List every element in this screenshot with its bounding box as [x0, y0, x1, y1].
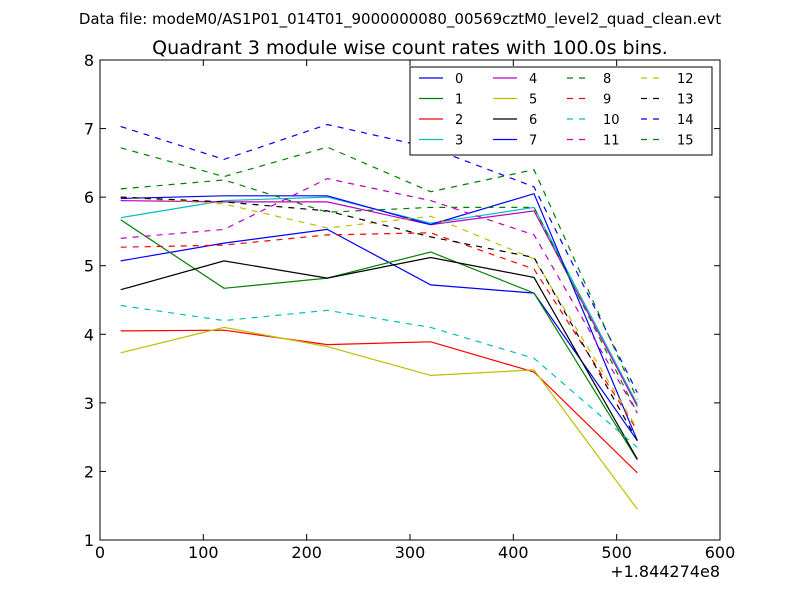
- series-line-11: [120, 177, 638, 414]
- legend-label-1: 1: [455, 93, 463, 108]
- series-line-1: [120, 219, 638, 461]
- legend-label-5: 5: [529, 93, 537, 108]
- series-line-2: [120, 329, 638, 474]
- x-tick-label: 600: [705, 543, 736, 562]
- x-tick-label: 100: [188, 543, 219, 562]
- legend-label-4: 4: [529, 72, 537, 87]
- y-tick-label: 5: [84, 257, 94, 276]
- y-tick-label: 4: [84, 325, 94, 344]
- series-line-9: [120, 232, 638, 431]
- legend-label-12: 12: [677, 72, 694, 87]
- y-tick-label: 6: [84, 188, 94, 207]
- series-line-8: [120, 179, 638, 414]
- x-tick-label: 400: [498, 543, 529, 562]
- x-tick-label: 200: [291, 543, 322, 562]
- legend-label-3: 3: [455, 134, 463, 149]
- legend-label-2: 2: [455, 113, 463, 128]
- x-tick-label: 0: [95, 543, 105, 562]
- x-tick-label: 300: [395, 543, 426, 562]
- legend-label-9: 9: [603, 93, 611, 108]
- legend-label-10: 10: [603, 113, 620, 128]
- series-layer: [120, 123, 638, 510]
- legend-label-11: 11: [603, 134, 620, 149]
- chart-suptitle: Data file: modeM0/AS1P01_014T01_90000000…: [79, 10, 721, 29]
- legend-label-7: 7: [529, 134, 537, 149]
- legend-label-15: 15: [677, 134, 694, 149]
- legend-label-13: 13: [677, 93, 694, 108]
- legend-label-8: 8: [603, 72, 611, 87]
- series-line-0: [120, 228, 638, 441]
- series-line-13: [120, 196, 638, 441]
- legend-label-0: 0: [455, 72, 463, 87]
- series-line-5: [120, 326, 638, 510]
- chart-title: Quadrant 3 module wise count rates with …: [152, 37, 668, 59]
- series-line-12: [120, 196, 638, 430]
- legend-label-14: 14: [677, 113, 694, 128]
- series-line-14: [120, 123, 638, 393]
- y-tick-label: 1: [84, 531, 94, 550]
- y-tick-label: 2: [84, 462, 94, 481]
- series-line-10: [120, 304, 638, 448]
- legend-label-6: 6: [529, 113, 537, 128]
- series-line-7: [120, 192, 638, 441]
- y-tick-label: 7: [84, 120, 94, 139]
- x-offset-label: +1.844274e8: [610, 562, 720, 581]
- series-line-6: [120, 256, 638, 460]
- x-tick-label: 500: [601, 543, 632, 562]
- legend-box: [409, 66, 713, 156]
- y-tick-label: 3: [84, 394, 94, 413]
- series-line-15: [120, 146, 638, 400]
- y-tick-label: 8: [84, 51, 94, 70]
